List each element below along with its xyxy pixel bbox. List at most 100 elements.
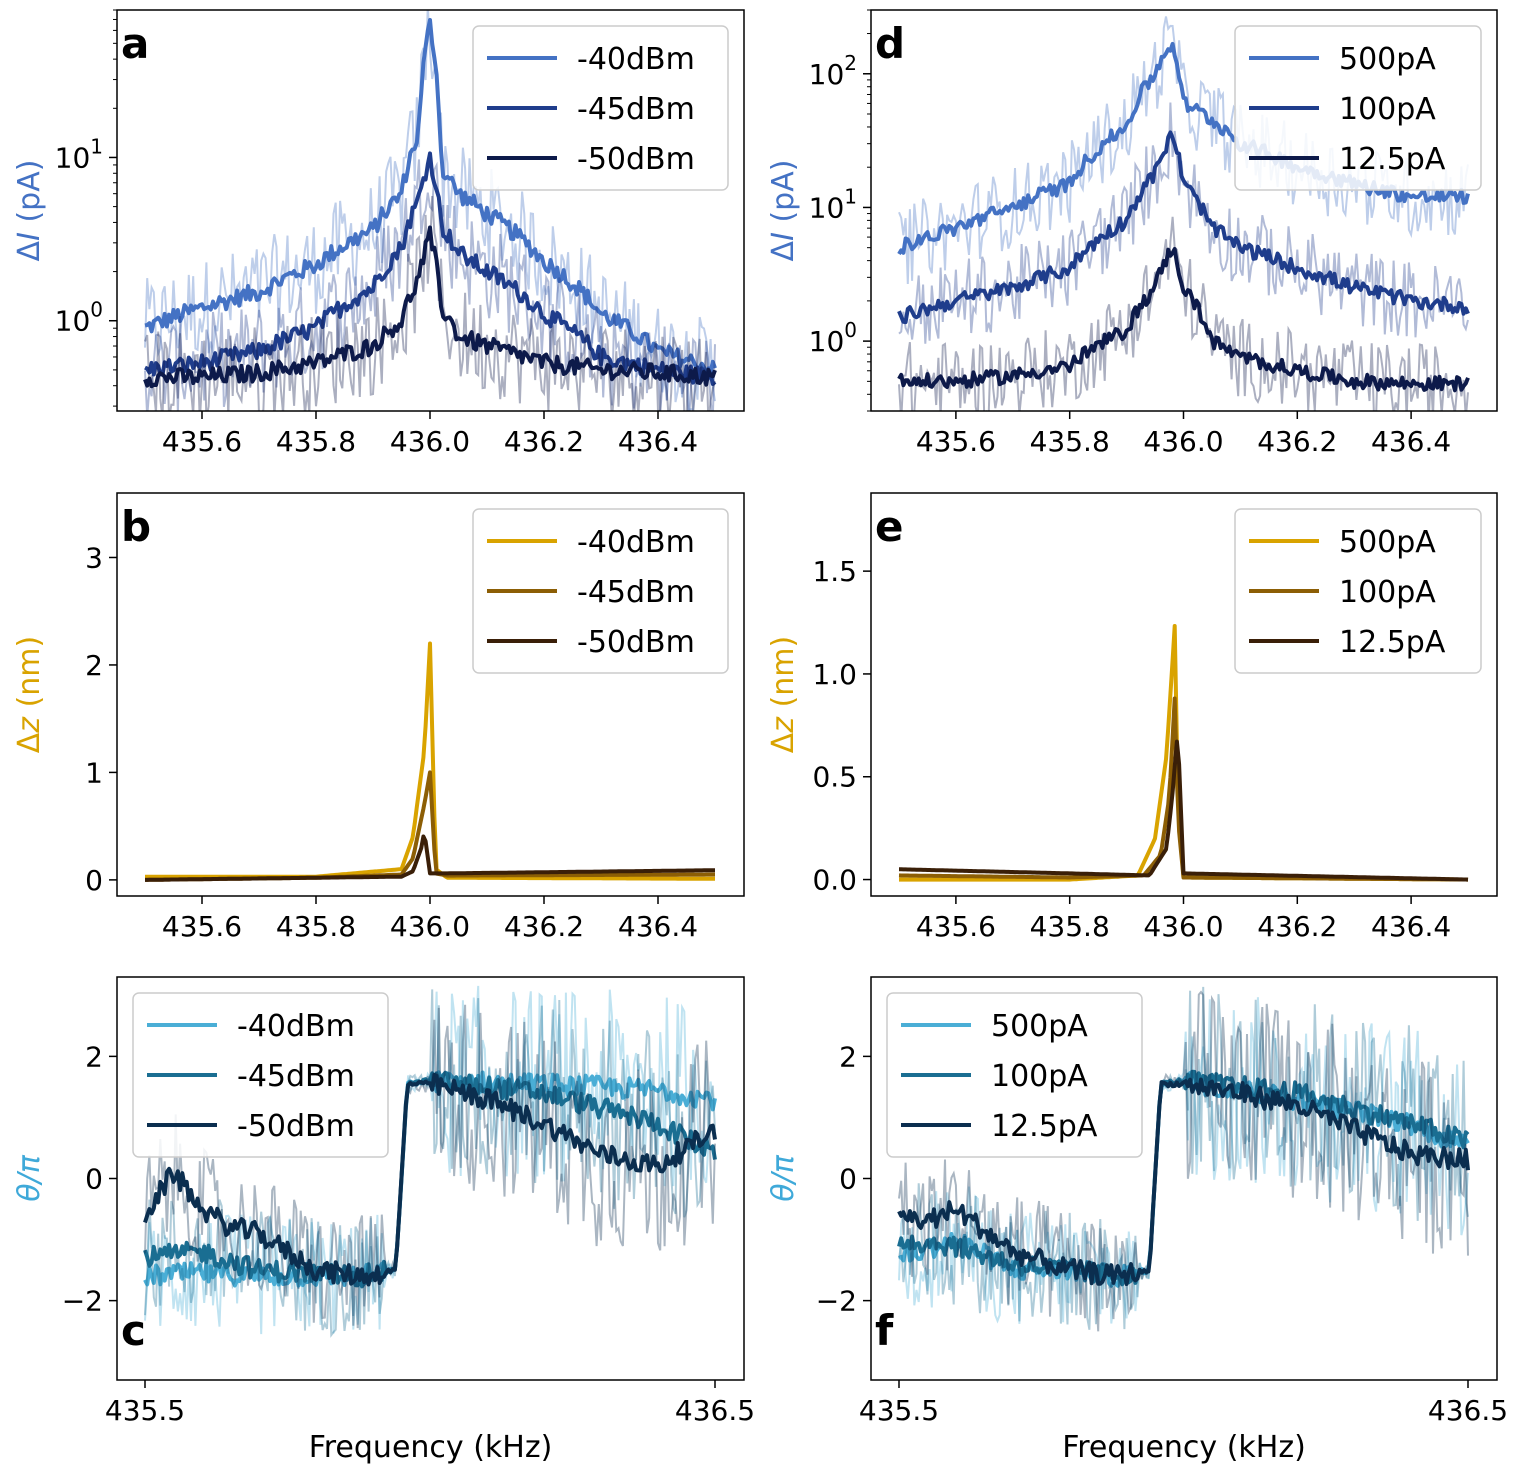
- legend-box-c: [132, 992, 389, 1158]
- xtick-label-a-3: 436.2: [504, 425, 584, 458]
- series-noise-f-1: [898, 986, 1469, 1330]
- legend-label-f-0: 500pA: [991, 1009, 1088, 1044]
- ylabel-c: θ/π: [12, 1154, 47, 1201]
- ylabel-f: θ/π: [766, 1154, 801, 1201]
- xtick-label-f-0: 435.5: [859, 1394, 939, 1427]
- ytick-label-d-2: 102: [809, 51, 857, 91]
- panel-c: 435.5 436.5 −2 0 2 θ/π c -40dBm -45dBm -50dBm Freq…: [12, 976, 755, 1465]
- panel-letter-a: a: [121, 19, 149, 68]
- ytick-label-a-0: 100: [55, 298, 103, 338]
- legend-e: 500pA 100pA 12.5pA: [1234, 508, 1482, 674]
- xtick-label-b-2: 436.0: [390, 910, 470, 943]
- xtick-label-d-0: 435.6: [916, 425, 996, 458]
- ytick-label-b-3: 3: [85, 541, 103, 574]
- series-noise-f-0: [898, 997, 1469, 1324]
- ytick-label-f-1: 0: [839, 1163, 857, 1196]
- xtick-label-e-3: 436.2: [1257, 910, 1337, 943]
- panel-letter-f: f: [875, 1306, 894, 1355]
- xtick-label-d-1: 435.8: [1030, 425, 1110, 458]
- panel-letter-b: b: [121, 502, 151, 551]
- legend-label-f-2: 12.5pA: [991, 1109, 1098, 1144]
- panel-a-series: [143, 10, 717, 411]
- series-line-a-0: [144, 18, 717, 377]
- legend-label-b-0: -40dBm: [577, 525, 695, 560]
- ylabel-b: Δz (nm): [12, 636, 47, 753]
- series-noise-d-1: [898, 102, 1469, 344]
- legend-label-c-1: -45dBm: [237, 1059, 355, 1094]
- panel-b-series: [145, 641, 715, 882]
- series-noise-f-2: [898, 990, 1469, 1332]
- series-noise-d-0: [898, 16, 1469, 285]
- series-noise-a-0: [144, 10, 716, 411]
- legend-d: 500pA 100pA 12.5pA: [1234, 25, 1482, 191]
- series-line-d-2: [897, 247, 1470, 393]
- xlabel-c: Frequency (kHz): [309, 1430, 553, 1465]
- series-line-d-1: [897, 130, 1470, 325]
- panel-b: 435.6 435.8 436.0 436.2 436.4 0 1 2 3 Δz (nm) b -40…: [12, 492, 745, 943]
- ytick-label-c-1: 0: [85, 1163, 103, 1196]
- xtick-label-a-4: 436.4: [618, 425, 698, 458]
- xtick-label-b-0: 435.6: [162, 910, 242, 943]
- ylabel-a: ΔI (pA): [12, 160, 47, 262]
- xtick-label-e-1: 435.8: [1030, 910, 1110, 943]
- xtick-label-d-2: 436.0: [1143, 425, 1223, 458]
- ytick-label-b-2: 2: [85, 649, 103, 682]
- xtick-label-d-4: 436.4: [1371, 425, 1451, 458]
- xtick-label-b-1: 435.8: [276, 910, 356, 943]
- xtick-label-a-1: 435.8: [276, 425, 356, 458]
- series-noise-d-2: [898, 216, 1469, 411]
- panel-f: 435.5 436.5 −2 0 2 θ/π f 500pA 100pA 12.5pA Freque…: [766, 976, 1508, 1465]
- xlabel-f: Frequency (kHz): [1062, 1430, 1306, 1465]
- xtick-label-e-2: 436.0: [1143, 910, 1223, 943]
- panel-letter-c: c: [121, 1306, 146, 1355]
- series-line-b-0: [145, 641, 715, 881]
- xtick-label-b-4: 436.4: [618, 910, 698, 943]
- series-noise-a-2: [144, 196, 716, 411]
- xtick-label-c-0: 435.5: [105, 1394, 185, 1427]
- panel-f-series: [897, 986, 1470, 1332]
- legend-label-a-2: -50dBm: [577, 142, 695, 177]
- series-line-a-2: [143, 225, 717, 389]
- xtick-label-a-0: 435.6: [162, 425, 242, 458]
- series-line-e-2: [899, 739, 1469, 882]
- legend-label-e-0: 500pA: [1339, 525, 1436, 560]
- ytick-label-b-1: 1: [85, 756, 103, 789]
- panel-letter-d: d: [875, 19, 905, 68]
- legend-box-b: [472, 508, 729, 674]
- legend-box-d: [1234, 25, 1482, 191]
- panel-e-series: [898, 624, 1469, 882]
- ylabel-e: Δz (nm): [766, 636, 801, 753]
- legend-box-a: [472, 25, 729, 191]
- legend-f: 500pA 100pA 12.5pA: [886, 992, 1143, 1158]
- legend-label-e-2: 12.5pA: [1339, 625, 1446, 660]
- ytick-label-e-2: 1.0: [812, 658, 857, 691]
- legend-label-a-1: -45dBm: [577, 92, 695, 127]
- ylabel-d: ΔI (pA): [766, 160, 801, 262]
- legend-label-d-1: 100pA: [1339, 92, 1436, 127]
- xtick-label-e-4: 436.4: [1371, 910, 1451, 943]
- legend-label-b-2: -50dBm: [577, 625, 695, 660]
- ytick-label-f-0: −2: [816, 1285, 857, 1318]
- legend-label-b-1: -45dBm: [577, 575, 695, 610]
- ytick-label-e-0: 0.0: [812, 864, 857, 897]
- legend-c: -40dBm -45dBm -50dBm: [132, 992, 389, 1158]
- panel-letter-e: e: [875, 502, 904, 551]
- legend-box-e: [1234, 508, 1482, 674]
- ytick-label-c-0: −2: [62, 1285, 103, 1318]
- legend-label-c-0: -40dBm: [237, 1009, 355, 1044]
- panel-c-series: [143, 985, 717, 1338]
- legend-label-c-2: -50dBm: [237, 1109, 355, 1144]
- legend-box-f: [886, 992, 1143, 1158]
- xtick-label-a-2: 436.0: [390, 425, 470, 458]
- xtick-label-f-1: 436.5: [1428, 1394, 1508, 1427]
- legend-label-e-1: 100pA: [1339, 575, 1436, 610]
- ytick-label-e-1: 0.5: [812, 761, 857, 794]
- panel-e: 435.6 435.8 436.0 436.2 436.4 0.0 0.5 1.0 1.5 Δz …: [766, 492, 1498, 943]
- series-line-b-2: [145, 834, 715, 882]
- ytick-label-c-2: 2: [85, 1040, 103, 1073]
- panel-d: 435.6 435.8 436.0 436.2 436.4 100 101 102 ΔI (pA…: [766, 9, 1498, 458]
- legend-label-d-0: 500pA: [1339, 42, 1436, 77]
- legend-a: -40dBm -45dBm -50dBm: [472, 25, 729, 191]
